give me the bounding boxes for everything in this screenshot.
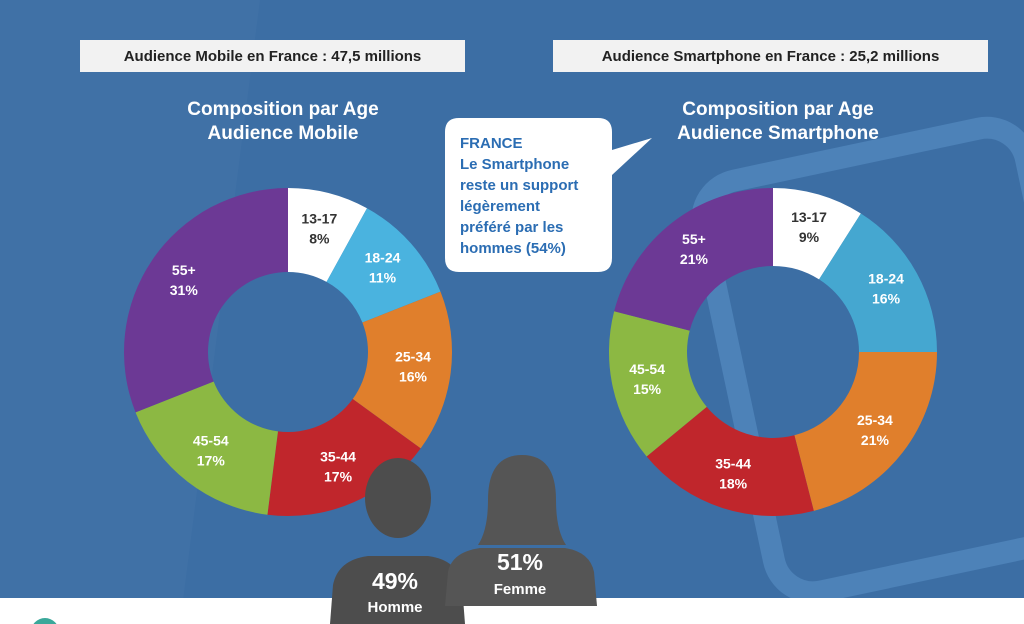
header: Audience Mobile en France : 47,5 million… [124,48,422,65]
man-head [365,458,431,538]
donut-segment [288,188,368,282]
donut-segment [614,188,773,331]
segment-label: 17% [324,468,353,484]
donut-segment [352,291,452,449]
segment-label: 9% [799,229,820,245]
chart-title: Audience Smartphone [677,123,879,144]
segment-label: 8% [309,231,330,247]
callout-line: préféré par les [460,219,563,236]
header: Audience Smartphone en France : 25,2 mil… [602,48,940,65]
segment-category: 45-54 [629,361,665,377]
callout: FRANCE Le Smartphone reste un support légèr… [445,118,652,272]
segment-category: 25-34 [395,348,431,364]
segment-category: 35-44 [715,455,751,471]
segment-category: 13-17 [301,211,337,227]
donut-segment [646,406,814,516]
segment-label: 16% [399,368,428,384]
callout-line: Le Smartphone [460,156,569,173]
segment-label: 18% [719,475,748,491]
donut-segment [135,381,278,515]
chart-title: Composition par Age [187,99,378,120]
bg-tablet [691,116,1024,604]
segment-category: 55+ [682,231,706,247]
donut-segment [794,352,937,511]
chart-title: Audience Mobile [208,123,359,144]
gender-pct: 49% [372,568,418,594]
segment-label: 21% [680,251,709,267]
segment-label: 31% [170,282,199,298]
donut-segment [609,311,707,457]
segment-label: 11% [369,269,397,285]
segment-label: 16% [872,291,901,307]
donut-segment [124,188,289,413]
donut-segment [267,399,421,516]
donut-segment [773,188,861,280]
header-box [80,40,465,72]
segment-category: 45-54 [193,432,229,448]
chart-title: Composition par Age [682,99,873,120]
donut-segment [326,208,441,323]
segment-label: 15% [633,381,662,397]
callout-line: hommes (54%) [460,240,566,257]
segment-category: 25-34 [857,412,893,428]
header-box [553,40,988,72]
gender-pct: 51% [497,549,543,575]
gender-name: Homme [367,599,422,616]
segment-category: 35-44 [320,448,356,464]
woman-head [478,455,566,545]
gender: 49% Homme 51% Femme [330,455,597,624]
callout-line: reste un support [460,177,578,194]
donut-segment [819,213,937,352]
callout-line: FRANCE [460,135,523,152]
callout-line: légèrement [460,198,540,215]
gender-name: Femme [494,581,547,598]
segment-label: 17% [197,452,226,468]
segment-category: 18-24 [868,271,904,287]
donut-chart: Audience Mobile en France : 47,5 million… [80,40,465,516]
segment-category: 13-17 [791,209,827,225]
callout-bubble [445,118,652,272]
segment-category: 55+ [172,262,196,278]
footer-icon [33,618,57,624]
segment-category: 18-24 [365,249,401,265]
donut-chart: Audience Smartphone en France : 25,2 mil… [553,40,988,516]
segment-label: 21% [861,432,890,448]
woman-body [445,548,597,606]
man-body [330,556,465,624]
